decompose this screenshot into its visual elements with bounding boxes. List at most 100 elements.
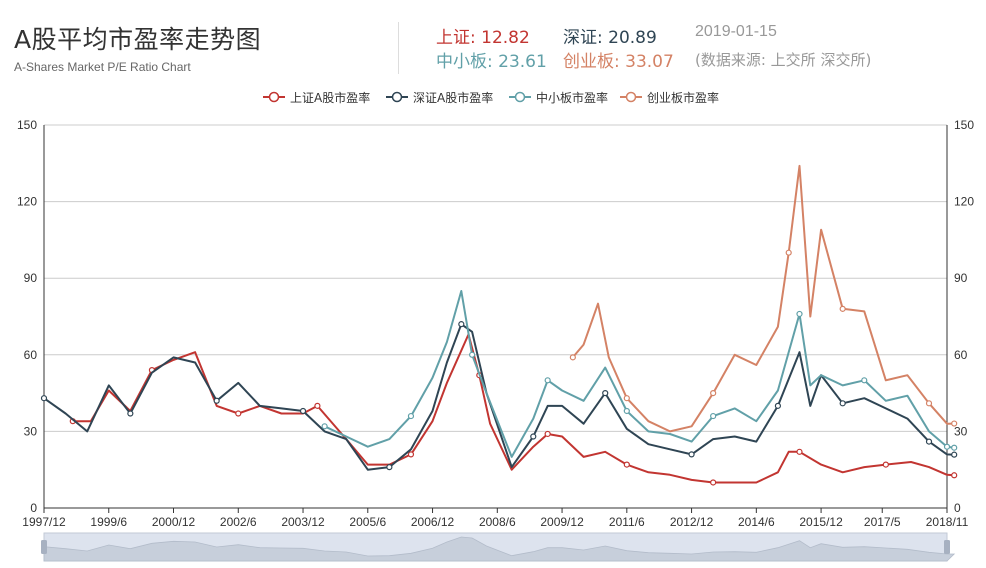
stat-value: 12.82	[481, 28, 530, 48]
data-point	[544, 377, 551, 384]
legend-item[interactable]: 创业板市盈率	[619, 87, 719, 107]
data-point	[882, 461, 889, 468]
legend-item[interactable]: 中小板市盈率	[508, 87, 608, 107]
data-point	[299, 407, 307, 415]
chart-subtitle: A-Shares Market P/E Ratio Chart	[14, 60, 191, 74]
y-tick-label-right: 150	[954, 118, 974, 132]
y-tick-label-left: 60	[24, 348, 38, 362]
y-tick-label-right: 60	[954, 348, 968, 362]
data-point	[839, 305, 846, 312]
stat-label: 中小板	[436, 52, 487, 72]
y-tick-label-right: 90	[954, 271, 968, 285]
legend-line-icon	[509, 91, 531, 103]
data-point	[569, 354, 576, 361]
data-point	[951, 420, 958, 427]
data-point	[943, 443, 951, 450]
data-point	[774, 402, 782, 409]
data-point	[688, 451, 695, 458]
data-point	[458, 321, 465, 328]
x-tick-label: 2014/6	[738, 515, 775, 529]
stat-value: 23.61	[498, 52, 547, 72]
x-tick-label: 2015/12	[799, 515, 843, 529]
data-point	[40, 395, 48, 402]
stat-label: 上证	[436, 28, 470, 48]
y-tick-label-left: 120	[17, 195, 37, 209]
data-point	[951, 444, 958, 451]
header-divider	[398, 22, 399, 74]
y-tick-label-right: 30	[954, 424, 968, 438]
zoom-slider-preview	[43, 536, 956, 562]
data-point	[544, 430, 551, 438]
data-point	[710, 390, 717, 397]
data-point	[623, 461, 630, 468]
y-tick-label-left: 90	[24, 271, 38, 285]
data-point	[127, 410, 134, 417]
data-point	[386, 464, 393, 471]
data-point	[321, 423, 328, 430]
y-tick-label-right: 0	[954, 501, 961, 515]
chart-legend: 上证A股市盈率 深证A股市盈率 中小板市盈率 创业板市盈率	[0, 87, 986, 107]
series-line	[572, 164, 955, 433]
x-tick-label: 1997/12	[22, 515, 66, 529]
legend-line-icon	[620, 91, 642, 103]
x-tick-label: 2006/12	[411, 515, 455, 529]
data-point	[623, 395, 630, 402]
data-point	[710, 479, 717, 486]
x-tick-label: 2009/12	[540, 515, 584, 529]
legend-label: 中小板市盈率	[536, 90, 609, 105]
y-tick-label-left: 30	[24, 424, 38, 438]
legend-line-icon	[263, 91, 285, 103]
legend-item[interactable]: 深证A股市盈率	[385, 87, 493, 107]
stat-shenzhen: 深证: 20.89	[563, 28, 657, 48]
x-tick-label: 2002/6	[220, 515, 257, 529]
legend-line-icon	[386, 91, 408, 103]
stat-label: 创业板	[563, 52, 614, 72]
x-tick-label: 2018/11	[926, 515, 969, 529]
data-point	[407, 412, 415, 420]
series-line	[43, 323, 955, 471]
data-date: 2019-01-15	[695, 23, 777, 40]
legend-label: 创业板市盈率	[647, 90, 720, 105]
data-point	[407, 451, 415, 458]
data-point	[951, 451, 958, 458]
data-point	[796, 310, 803, 318]
data-point	[469, 351, 476, 358]
stat-sme: 中小板: 23.61	[436, 52, 547, 72]
zoom-handle-left[interactable]	[41, 540, 47, 554]
legend-item[interactable]: 上证A股市盈率	[262, 87, 370, 107]
data-point	[925, 400, 933, 407]
stat-shanghai: 上证: 12.82	[436, 28, 530, 48]
x-tick-label: 2008/6	[479, 515, 516, 529]
legend-label: 深证A股市盈率	[413, 90, 494, 105]
x-tick-label: 2000/12	[152, 515, 196, 529]
legend-label: 上证A股市盈率	[290, 90, 371, 105]
x-tick-label: 2003/12	[281, 515, 325, 529]
data-point	[839, 400, 846, 407]
data-point	[861, 377, 868, 384]
x-tick-label: 2011/6	[609, 515, 645, 529]
series-line	[72, 333, 955, 484]
zoom-handle-right[interactable]	[944, 540, 950, 554]
data-point	[213, 397, 220, 404]
data-point	[796, 448, 803, 455]
data-point	[710, 412, 717, 420]
data-point	[785, 249, 792, 256]
stat-value: 20.89	[608, 28, 657, 48]
x-tick-label: 1999/6	[90, 515, 127, 529]
chart-title: A股平均市盈率走势图	[14, 25, 262, 54]
stat-label: 深证	[563, 28, 597, 48]
y-tick-label-left: 150	[17, 118, 37, 132]
series-line	[324, 290, 955, 458]
data-point	[951, 472, 958, 479]
y-tick-label-right: 120	[954, 195, 974, 209]
stat-chinext: 创业板: 33.07	[563, 52, 674, 72]
data-point	[623, 407, 630, 415]
data-source: (数据来源: 上交所 深交所)	[695, 51, 872, 69]
data-point	[235, 410, 242, 417]
x-tick-label: 2005/6	[349, 515, 386, 529]
stat-value: 33.07	[625, 52, 674, 72]
y-tick-label-left: 0	[30, 501, 37, 515]
data-point	[602, 390, 609, 397]
x-tick-label: 2017/5	[864, 515, 901, 529]
